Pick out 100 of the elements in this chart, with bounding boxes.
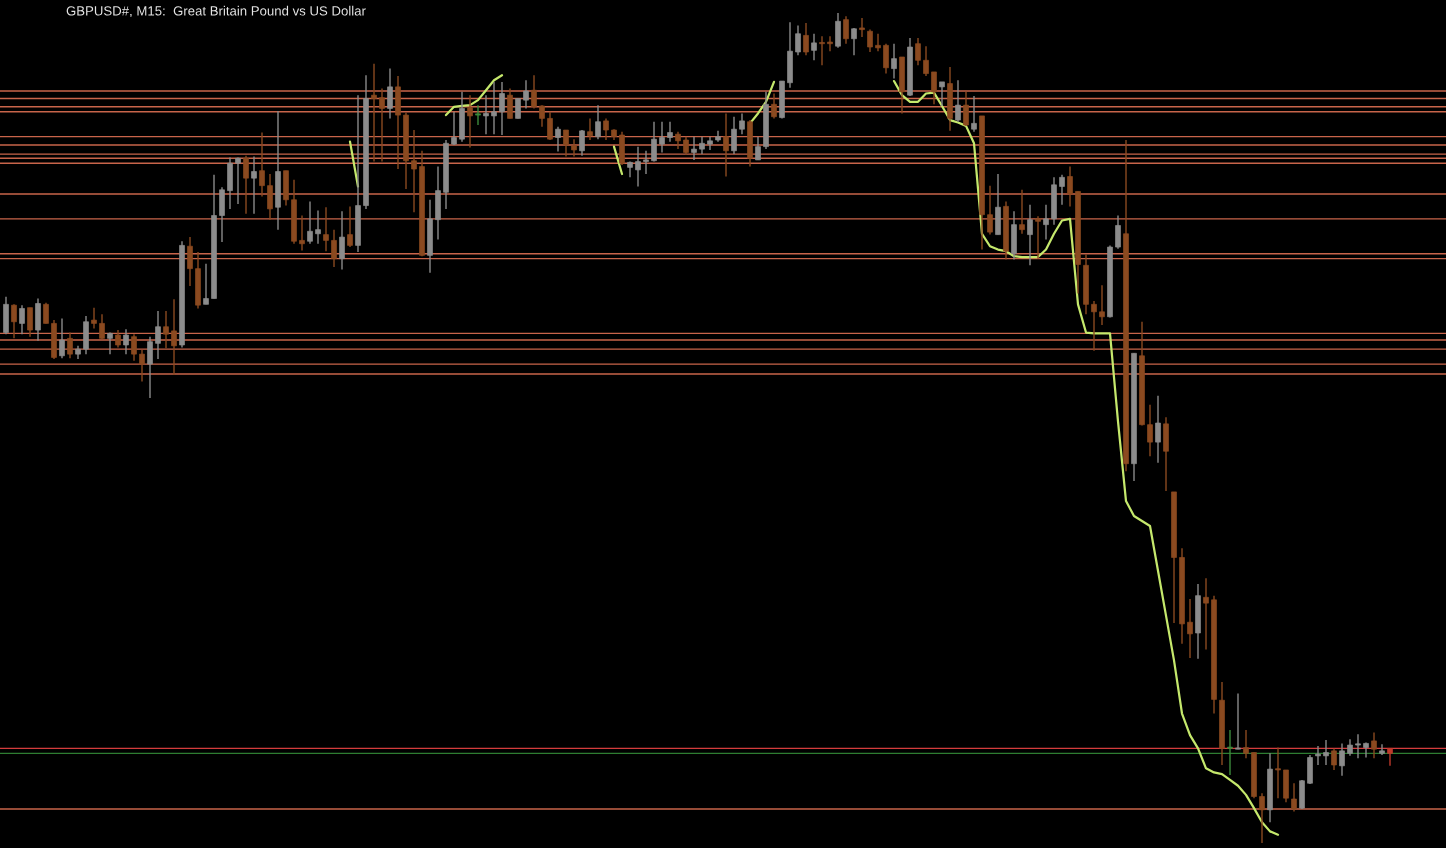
candlestick (371, 62, 377, 163)
candlestick (1235, 692, 1241, 750)
candlestick (243, 155, 249, 215)
candlestick (1227, 729, 1233, 776)
candlestick (1091, 300, 1097, 352)
candlestick (1379, 743, 1385, 756)
candlestick (1387, 747, 1393, 767)
chart-title: GBPUSD#, M15: Great Britain Pound vs US Dollar (66, 5, 366, 18)
candlestick (515, 97, 521, 120)
candlestick (323, 206, 329, 252)
candlestick (523, 79, 529, 110)
candlestick (915, 37, 921, 66)
candlestick (867, 28, 873, 53)
candlestick (1155, 394, 1161, 464)
candlestick (667, 121, 673, 143)
candlestick (203, 262, 209, 306)
candlestick (155, 310, 161, 360)
candlestick (939, 81, 945, 107)
candlestick (931, 71, 937, 105)
candlestick (739, 112, 745, 135)
candlestick (555, 126, 561, 153)
candlestick (659, 121, 665, 154)
candlestick (859, 17, 865, 38)
candlestick (11, 303, 17, 340)
candlestick (635, 145, 641, 188)
candlestick (723, 112, 729, 178)
candlestick (139, 349, 145, 383)
candlestick (1147, 404, 1153, 457)
candlestick (163, 310, 169, 350)
candlestick (803, 22, 809, 57)
candlestick (1339, 742, 1345, 777)
candlestick (771, 92, 777, 120)
candlestick (1203, 577, 1209, 651)
candlestick (1371, 731, 1377, 760)
candlestick (131, 333, 137, 362)
candlestick (563, 129, 569, 158)
candlestick (875, 33, 881, 52)
candlestick (67, 331, 73, 359)
candlestick (315, 209, 321, 245)
candlestick (1115, 214, 1121, 250)
candlestick (1363, 741, 1369, 759)
candlestick (1315, 745, 1321, 766)
candlestick (539, 104, 545, 128)
candlestick (1059, 174, 1065, 206)
candlestick (19, 304, 25, 335)
candlestick (483, 94, 489, 135)
candlestick (731, 116, 737, 155)
candlestick (923, 45, 929, 77)
candlestick (755, 135, 761, 161)
candlestick (235, 156, 241, 205)
candlestick (1291, 782, 1297, 813)
candlestick (1067, 165, 1073, 208)
candlestick (987, 184, 993, 236)
candlestick (883, 43, 889, 75)
candlestick (259, 131, 265, 198)
candlestick (147, 336, 153, 399)
candlestick (651, 121, 657, 163)
candlestick (27, 306, 33, 338)
candlestick (339, 210, 345, 271)
candlestick (795, 24, 801, 57)
candlestick (507, 87, 513, 120)
candlestick (595, 104, 601, 140)
candlestick (1027, 204, 1033, 267)
candlestick (451, 111, 457, 146)
candlestick (1355, 733, 1361, 760)
candlestick (1259, 792, 1265, 844)
candlestick (1323, 739, 1329, 766)
candlestick (955, 79, 961, 123)
candlestick (347, 205, 353, 248)
candlestick (411, 129, 417, 213)
candlestick (603, 117, 609, 141)
candlestick (971, 95, 977, 133)
candlestick (1099, 284, 1105, 326)
candlestick (963, 91, 969, 127)
candlestick (851, 27, 857, 57)
candlestick (387, 67, 393, 120)
candlestick (811, 33, 817, 62)
candlestick (307, 200, 313, 245)
candlestick (251, 155, 257, 215)
candlestick (827, 35, 833, 52)
candlestick (683, 135, 689, 156)
candlestick (331, 228, 337, 268)
candlestick (531, 74, 537, 110)
candlestick (499, 81, 505, 136)
candlestick (491, 81, 497, 135)
candlestick (187, 236, 193, 287)
candlestick (547, 111, 553, 141)
candlestick (99, 313, 105, 340)
candlestick (643, 150, 649, 175)
candlestick (43, 301, 49, 325)
candlestick (891, 43, 897, 80)
candlestick (579, 129, 585, 157)
candlestick (691, 135, 697, 161)
candlestick (819, 35, 825, 66)
candlestick (299, 214, 305, 252)
candlestick (379, 87, 385, 163)
candlestick (1243, 729, 1249, 760)
candlestick (1331, 747, 1337, 771)
candlestick (59, 317, 65, 359)
candlestick (123, 328, 129, 355)
